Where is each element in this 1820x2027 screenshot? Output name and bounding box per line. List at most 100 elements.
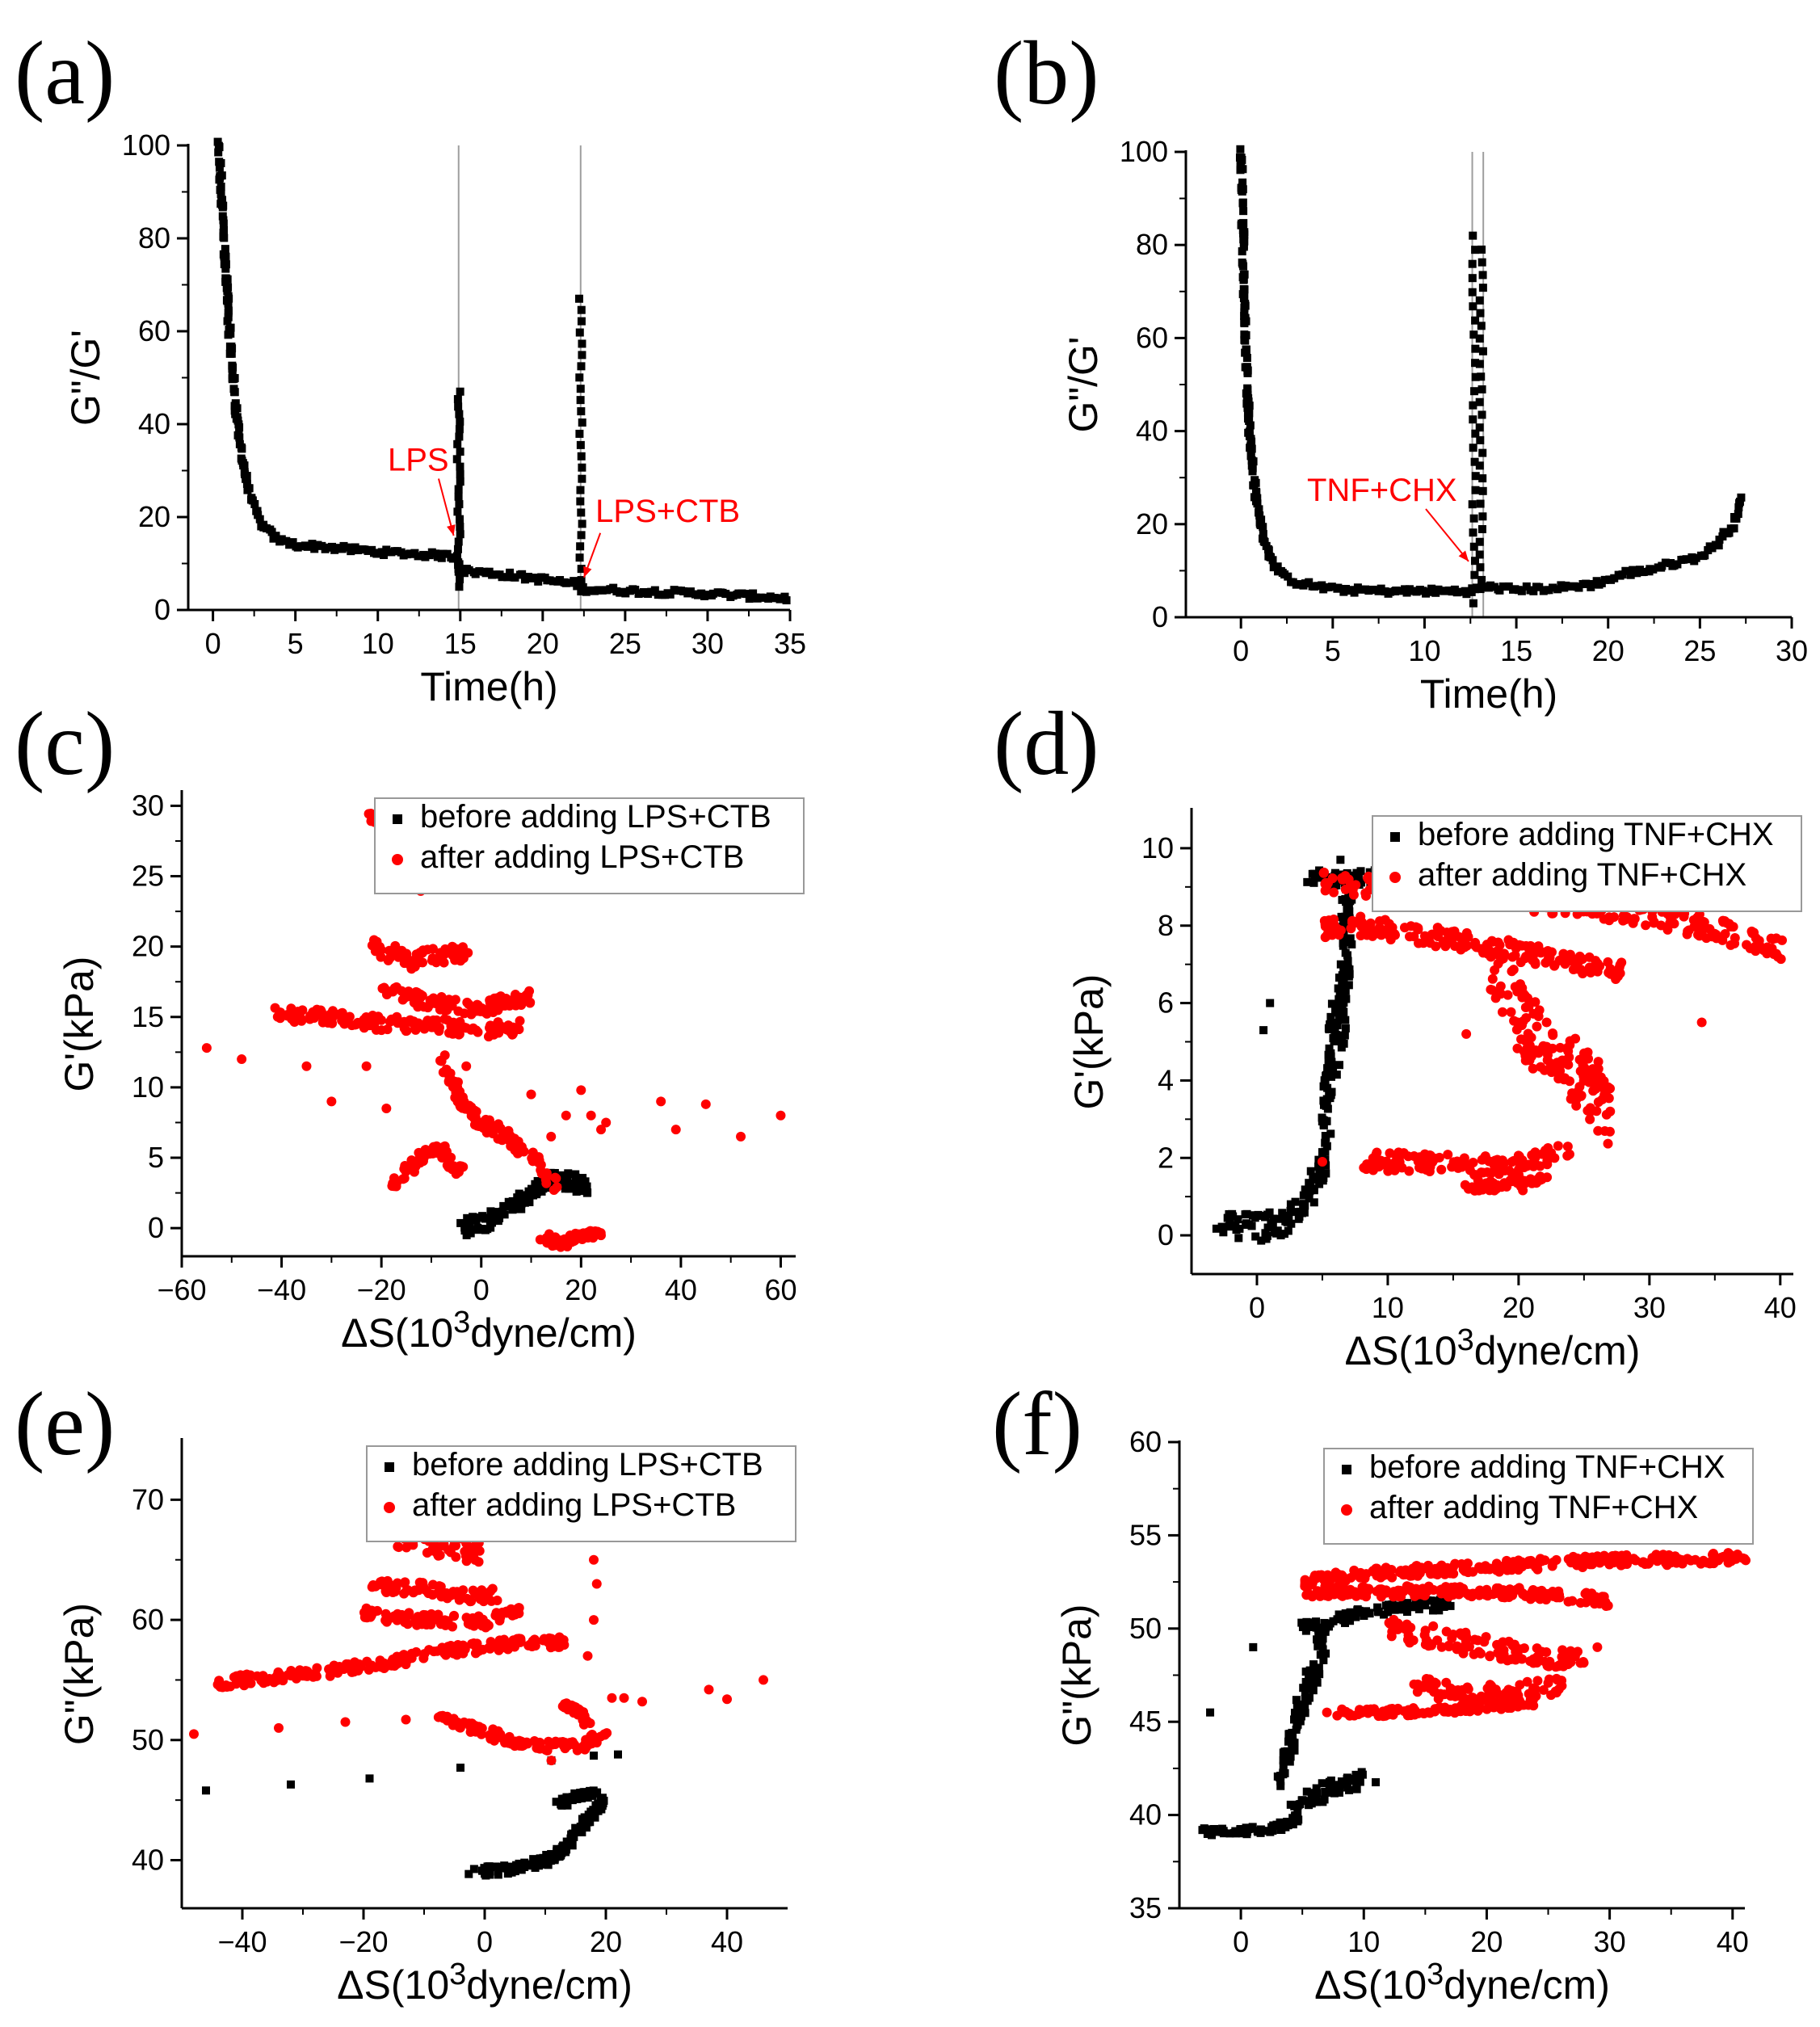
data-point [1485,1680,1495,1690]
data-point [1440,1582,1451,1592]
data-point [1591,1077,1602,1087]
legend-box [1323,1448,1754,1545]
data-point [1673,560,1682,569]
data-point [448,554,457,563]
x-tick-label: 10 [362,627,394,660]
data-point [478,1123,489,1133]
data-point [1553,1141,1563,1151]
spike-point [456,515,464,524]
data-point [1443,1150,1453,1160]
data-point [462,1230,471,1239]
data-point [1341,1618,1350,1627]
data-point [1240,319,1249,328]
data-point [582,1716,592,1726]
data-point [1742,940,1752,950]
data-point [1388,1600,1397,1609]
data-point [441,1064,452,1074]
y-tick-label: 25 [132,860,164,893]
data-point [302,1671,313,1681]
y-tick-label: 8 [1158,909,1174,942]
data-point [501,1864,510,1873]
outlier-point [589,1615,599,1625]
outlier-point [1322,1707,1332,1718]
data-point [1243,409,1252,418]
data-point [1524,941,1535,952]
x-axis-title-main: ΔS(10 [1314,1962,1427,2008]
data-point [1242,1209,1251,1218]
data-point [1461,940,1472,951]
data-point [650,586,659,595]
data-point [385,1580,395,1591]
data-point [1471,1701,1482,1711]
data-point [1343,1783,1352,1792]
x-tick-label: 40 [1717,1925,1749,1958]
outlier-point [736,1131,746,1142]
data-point [460,1226,469,1235]
data-point [233,416,242,425]
data-point [1308,1794,1317,1802]
data-point [390,940,401,951]
data-point [531,1180,540,1188]
data-point [1409,931,1419,942]
data-point [1408,1603,1417,1612]
data-point [213,137,222,146]
y-tick-label: 60 [1129,1425,1162,1458]
x-axis-title-end: dyne/cm) [466,1962,633,2008]
data-point [1584,1592,1595,1602]
panel-a: (a)0 5 10 15 20 25 30 35020406080100Time(h)G"/G… [15,23,806,709]
data-point [1734,510,1742,519]
data-point [580,1813,589,1822]
spike-point [455,582,464,591]
data-point [1309,1589,1320,1600]
outlier-point [1696,1017,1707,1028]
spike-point [1477,385,1486,393]
data-point [1326,1020,1335,1029]
data-point [1329,915,1339,925]
data-point [563,1171,572,1180]
outlier-point [274,1722,284,1733]
data-point [1318,1113,1326,1122]
data-point [1380,1610,1389,1619]
data-point [545,1642,556,1653]
data-point [1322,873,1331,881]
data-point [1301,1667,1310,1676]
x-tick-label: 10 [1408,634,1440,667]
data-point [499,1201,508,1210]
spike-point [1478,448,1487,457]
outlier-point [1249,1642,1258,1651]
x-axis-title-end: dyne/cm) [470,1310,637,1356]
data-point [1280,1768,1289,1777]
data-point [1521,1013,1532,1024]
data-point [1473,1646,1484,1657]
data-point [1343,874,1353,885]
data-point [1402,1602,1410,1611]
data-point [381,990,392,1000]
data-point [1568,1551,1578,1562]
data-point [1497,1007,1507,1017]
x-tick-label: −40 [257,1273,306,1306]
panel-letter: (e) [15,1374,115,1474]
data-point [1368,1706,1379,1717]
spike-point [1476,309,1485,318]
x-tick-label: 20 [565,1273,597,1306]
data-point [1550,1662,1561,1672]
data-point [519,1740,529,1751]
data-point [1562,1150,1573,1161]
data-point [1595,1596,1606,1607]
data-point [460,1644,470,1655]
data-point [749,589,758,598]
data-point [427,955,437,965]
data-point [1414,1604,1423,1613]
panel-letter: (c) [15,694,115,794]
data-point [599,1730,610,1740]
spike-point [577,565,586,574]
data-point [1505,1175,1515,1186]
data-point [1664,1550,1675,1560]
data-point [1404,1166,1414,1176]
spike-point [452,553,461,561]
x-tick-label: 40 [711,1925,743,1958]
data-point [639,587,648,596]
spike-point [456,387,464,396]
legend-label: after adding LPS+CTB [412,1487,736,1523]
